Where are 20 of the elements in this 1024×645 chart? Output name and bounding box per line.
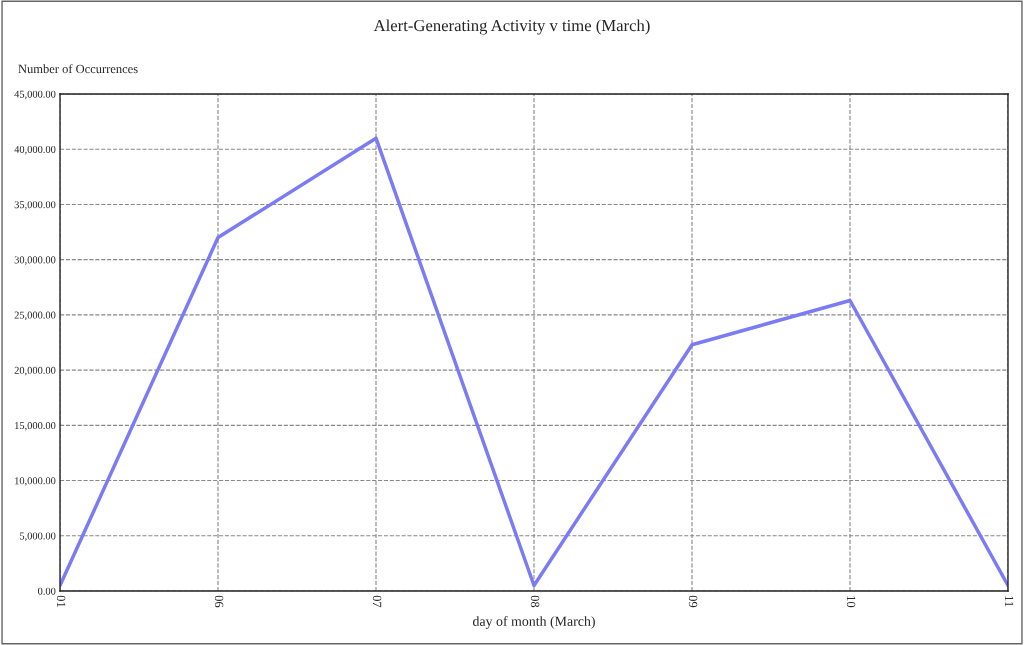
y-tick-label: 20,000.00 (14, 366, 56, 376)
y-tick-label: 15,000.00 (15, 422, 56, 431)
x-tick-label: 11 (1004, 596, 1014, 607)
x-tick-label: 06 (214, 595, 224, 608)
x-axis-title: day of month (March) (472, 616, 595, 629)
x-tick-label: 08 (530, 595, 540, 608)
y-axis-title: Number of Occurrences (18, 64, 138, 74)
y-tick-label: 40,000.00 (14, 145, 56, 155)
x-tick-label: 09 (688, 595, 698, 608)
y-tick-label: 0.00 (38, 587, 56, 595)
x-tick-label: 10 (846, 596, 856, 608)
y-tick-label: 25,000.00 (14, 311, 56, 321)
x-tick-label: 07 (372, 595, 382, 608)
y-tick-label: 45,000.00 (14, 90, 56, 100)
y-tick-label: 5,000.00 (19, 532, 56, 541)
y-tick-label: 35,000.00 (14, 201, 56, 210)
x-tick-label: 01 (56, 595, 66, 607)
y-tick-label: 30,000.00 (14, 256, 56, 265)
chart-title: Alert-Generating Activity v time (March) (373, 19, 650, 35)
y-tick-label: 10,000.00 (15, 477, 56, 486)
